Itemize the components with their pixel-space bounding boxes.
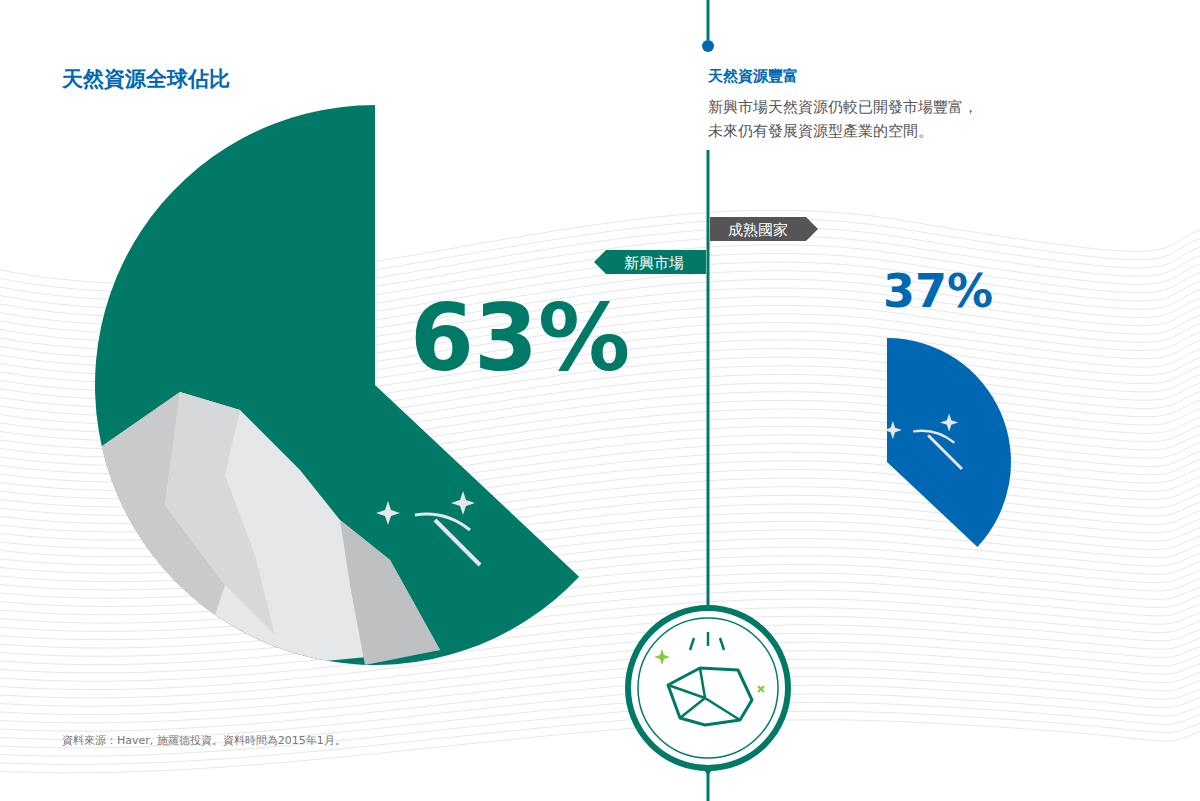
mountain-face (883, 551, 936, 600)
wave-line (0, 633, 1200, 689)
root: 天然資源全球佔比 天然資源豐富新興市場天然資源仍較已開發市場豐富， 未來仍有發展資源… (0, 0, 1200, 801)
sparkle (758, 686, 764, 692)
badge-ring (628, 608, 788, 768)
timeline-line (707, 0, 710, 40)
wave-line (0, 608, 1200, 665)
title: 天然資源全球佔比 (61, 67, 230, 91)
wave-line (0, 720, 1200, 773)
badge-inner (638, 618, 778, 758)
sparkle (451, 491, 475, 515)
wave-line (0, 711, 1200, 765)
wave-line (0, 625, 1200, 681)
pickaxe-handle (928, 435, 962, 469)
category-label: 新興市場 (624, 254, 684, 272)
pie-group (883, 338, 1011, 599)
sparkle (654, 649, 670, 665)
sparkle (376, 501, 400, 525)
source: 資料來源：Haver, 施羅德投資。資料時間為2015年1月。 (62, 734, 346, 747)
rock-facets (668, 668, 740, 720)
annotation: 未來仍有發展資源型產業的空間。 (708, 122, 933, 140)
mountain-shade (340, 520, 440, 665)
wave-line (0, 642, 1200, 698)
canvas: 天然資源全球佔比 天然資源豐富新興市場天然資源仍較已開發市場豐富， 未來仍有發展資源… (0, 0, 1200, 801)
signpost-right (710, 217, 818, 241)
sparkle (884, 421, 902, 439)
signposts: 成熟國家新興市場 (594, 217, 818, 274)
pickaxe-icon (376, 491, 480, 565)
subtitle: 天然資源豐富 (707, 67, 798, 85)
wave-line (0, 616, 1200, 673)
mountain-face (75, 392, 440, 685)
sparkle (940, 414, 958, 432)
timeline-dot (702, 40, 714, 52)
mountain-shade (883, 551, 905, 600)
pies (75, 105, 1011, 685)
wave-line (0, 685, 1200, 739)
pie-group (75, 105, 579, 685)
mountain (883, 551, 936, 600)
category-label: 成熟國家 (728, 221, 788, 239)
data-label: 37% (883, 264, 993, 318)
data-labels: 63% 37% (410, 264, 993, 392)
wave-line (0, 702, 1200, 756)
pickaxe-handle (435, 520, 480, 565)
pie-slice (887, 338, 1011, 547)
wave-line (0, 694, 1200, 748)
rock (668, 668, 752, 725)
mountain (75, 392, 440, 685)
rock-shine (690, 632, 724, 650)
signpost-left (594, 250, 706, 274)
timeline-line (707, 150, 710, 608)
pickaxe-icon (884, 414, 962, 470)
rock-badge (628, 608, 788, 776)
badge-pointer (703, 768, 713, 776)
mountain-shade (165, 392, 275, 635)
annotation: 新興市場天然資源仍較已開發市場豐富， (708, 98, 978, 116)
data-label: 63% (410, 285, 630, 392)
